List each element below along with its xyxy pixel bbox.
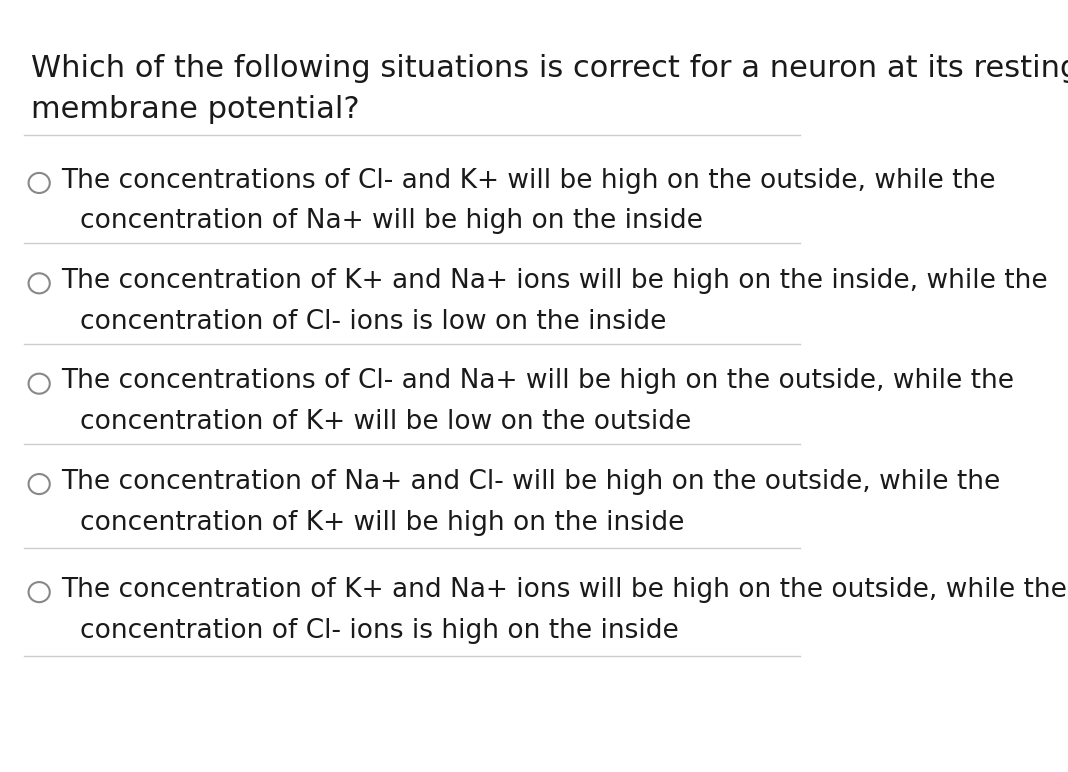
Text: concentration of Cl- ions is low on the inside: concentration of Cl- ions is low on the … bbox=[80, 309, 666, 335]
Text: The concentration of Na+ and Cl- will be high on the outside, while the: The concentration of Na+ and Cl- will be… bbox=[61, 469, 1001, 495]
Text: concentration of K+ will be low on the outside: concentration of K+ will be low on the o… bbox=[80, 409, 691, 435]
Text: The concentrations of Cl- and K+ will be high on the outside, while the: The concentrations of Cl- and K+ will be… bbox=[61, 168, 995, 194]
Text: The concentrations of Cl- and Na+ will be high on the outside, while the: The concentrations of Cl- and Na+ will b… bbox=[61, 368, 1015, 394]
Text: The concentration of K+ and Na+ ions will be high on the outside, while the: The concentration of K+ and Na+ ions wil… bbox=[61, 577, 1067, 603]
Text: Which of the following situations is correct for a neuron at its resting
membran: Which of the following situations is cor… bbox=[31, 54, 1068, 124]
Text: concentration of K+ will be high on the inside: concentration of K+ will be high on the … bbox=[80, 510, 685, 536]
Text: concentration of Na+ will be high on the inside: concentration of Na+ will be high on the… bbox=[80, 208, 703, 235]
Circle shape bbox=[29, 173, 50, 193]
Text: The concentration of K+ and Na+ ions will be high on the inside, while the: The concentration of K+ and Na+ ions wil… bbox=[61, 268, 1048, 294]
Circle shape bbox=[29, 374, 50, 394]
Text: concentration of Cl- ions is high on the inside: concentration of Cl- ions is high on the… bbox=[80, 618, 679, 644]
Circle shape bbox=[29, 582, 50, 602]
Circle shape bbox=[29, 474, 50, 494]
Circle shape bbox=[29, 273, 50, 293]
